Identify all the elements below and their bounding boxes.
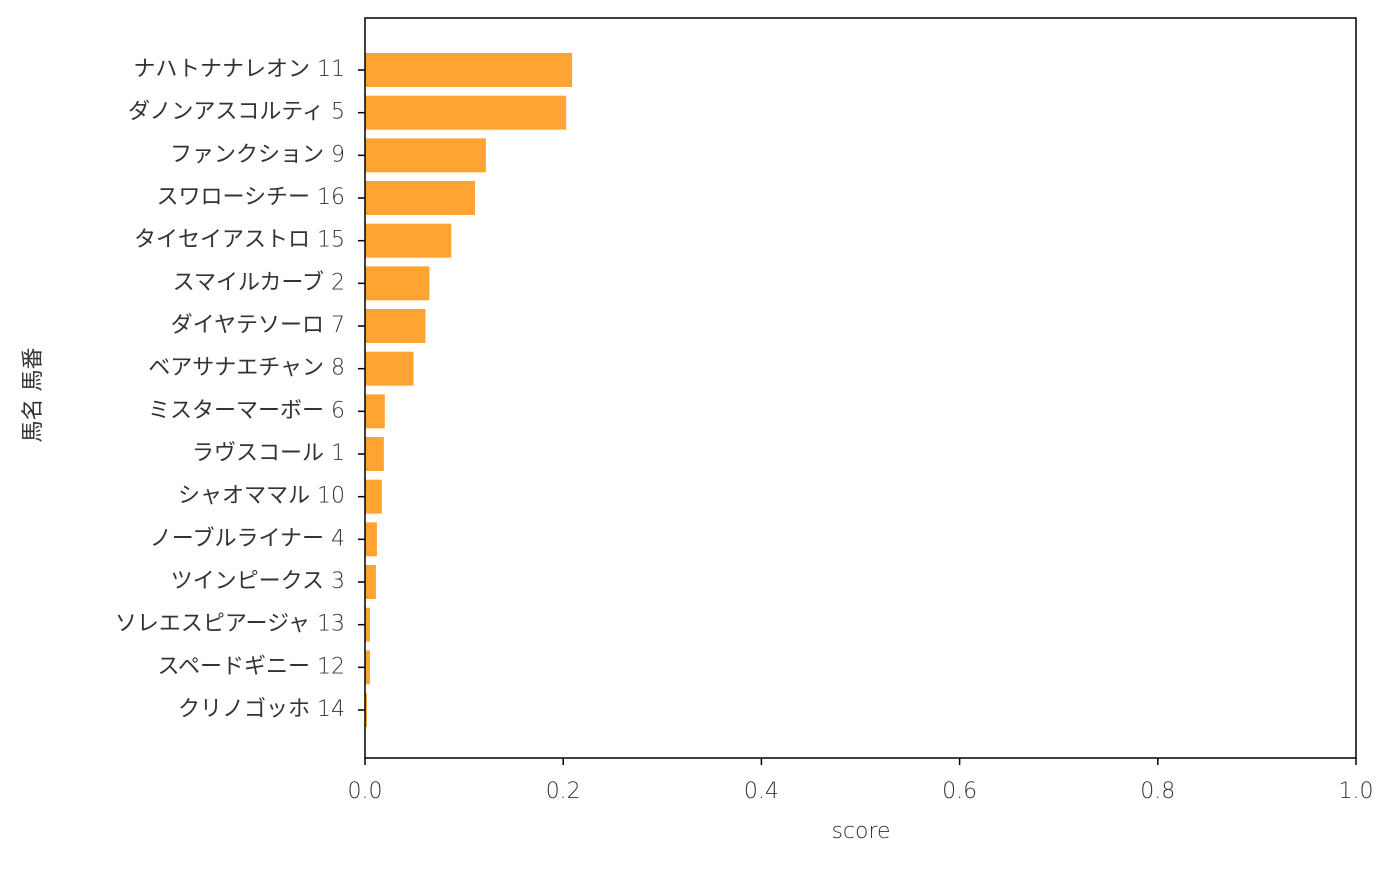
x-tick-label: 0.0 [348, 779, 383, 804]
x-tick-label: 0.4 [744, 779, 779, 804]
bar [365, 181, 476, 215]
y-tick-label: ソレエスピアージャ 13 [115, 612, 345, 637]
y-tick-label: ツインピークス 3 [171, 569, 345, 594]
bar [365, 394, 385, 429]
bar [365, 693, 367, 727]
y-tick-label: ミスターマーボー 6 [148, 398, 345, 423]
bar [365, 522, 377, 557]
y-tick-label: スマイルカーブ 2 [173, 270, 345, 295]
plot-frame [364, 17, 1357, 759]
y-tick-label: タイセイアストロ 15 [134, 228, 345, 253]
x-tick-label: 1.0 [1339, 779, 1374, 804]
bar [365, 607, 370, 642]
bar [365, 138, 486, 173]
bar [365, 53, 573, 87]
y-axis-label: 馬名 馬番 [21, 348, 46, 443]
y-tick-label: シャオママル 10 [178, 484, 345, 509]
bar [365, 437, 384, 471]
bar [365, 266, 430, 301]
x-tick-label: 0.8 [1140, 779, 1175, 804]
bar [365, 309, 426, 343]
y-tick-label: ダイヤテソーロ 7 [171, 313, 345, 338]
y-tick-label: スワローシチー 16 [156, 185, 345, 210]
bar [365, 479, 382, 514]
y-tick-label: ベアサナエチャン 8 [148, 356, 345, 381]
y-tick-label: ダノンアスコルティ 5 [128, 100, 345, 125]
bar [365, 95, 567, 130]
y-tick-label: ラヴスコール 1 [192, 441, 345, 466]
x-tick-label: 0.2 [546, 779, 581, 804]
bar [365, 223, 452, 258]
bar [365, 650, 370, 685]
x-tick-label: 0.6 [942, 779, 977, 804]
bar [365, 565, 376, 599]
y-tick-label: ナハトナナレオン 11 [133, 57, 345, 82]
y-tick-label: スペードギニー 12 [158, 654, 345, 679]
bar [365, 351, 414, 386]
x-axis-label: score [831, 819, 890, 844]
y-tick-label: クリノゴッホ 14 [178, 697, 345, 722]
y-tick-label: ファンクション 9 [170, 142, 345, 167]
y-tick-label: ノーブルライナー 4 [150, 526, 345, 551]
